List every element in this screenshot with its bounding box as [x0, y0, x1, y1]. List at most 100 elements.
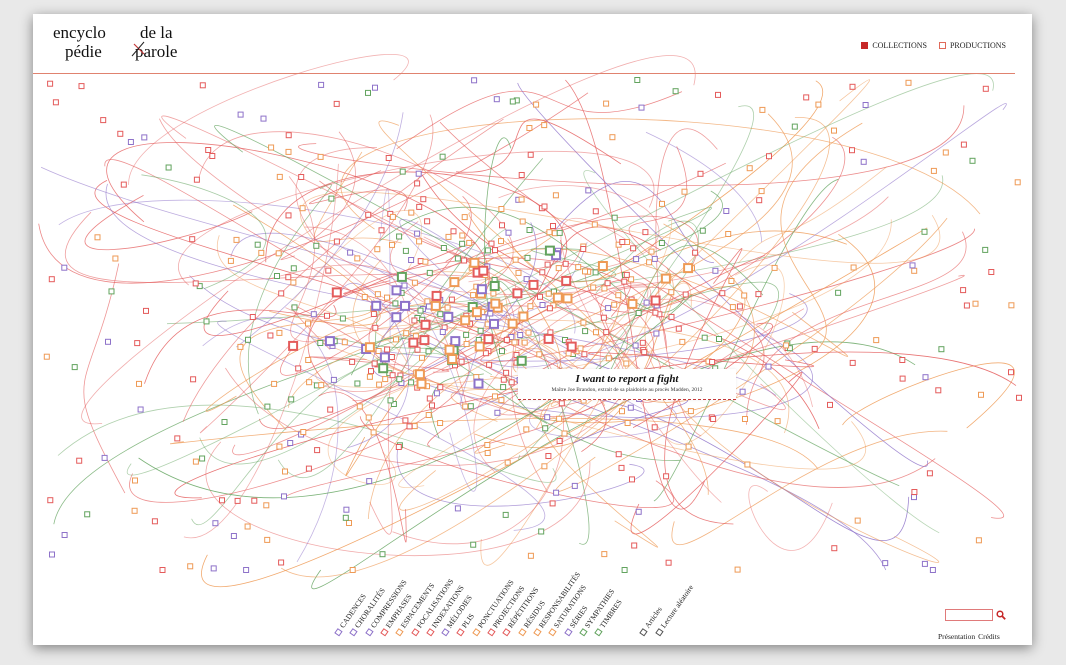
speech-node[interactable] [546, 305, 553, 312]
speech-node[interactable] [463, 341, 470, 347]
speech-node[interactable] [192, 458, 199, 465]
speech-node[interactable] [526, 125, 533, 131]
speech-node[interactable] [628, 276, 635, 283]
speech-node[interactable] [379, 551, 386, 558]
speech-node[interactable] [245, 336, 251, 343]
speech-node[interactable] [463, 331, 470, 338]
speech-node[interactable] [541, 463, 548, 470]
speech-node[interactable] [339, 315, 346, 322]
speech-node-highlighted[interactable] [660, 273, 671, 284]
speech-node[interactable] [742, 416, 748, 422]
speech-node[interactable] [972, 300, 979, 307]
speech-node[interactable] [699, 227, 706, 234]
speech-node[interactable] [556, 438, 563, 444]
speech-node[interactable] [632, 342, 639, 349]
speech-node-highlighted[interactable] [378, 363, 389, 374]
speech-node-highlighted[interactable] [490, 298, 501, 309]
speech-node[interactable] [393, 336, 399, 343]
speech-node[interactable] [505, 229, 512, 236]
speech-node[interactable] [237, 111, 244, 118]
speech-node[interactable] [629, 476, 635, 483]
speech-node[interactable] [527, 552, 534, 559]
speech-node[interactable] [978, 391, 984, 398]
speech-node[interactable] [264, 403, 271, 410]
speech-node[interactable] [746, 165, 753, 172]
speech-node[interactable] [466, 239, 473, 246]
speech-node[interactable] [192, 280, 199, 287]
speech-node[interactable] [575, 264, 582, 271]
speech-node[interactable] [922, 374, 929, 381]
speech-node[interactable] [399, 168, 406, 175]
speech-node[interactable] [526, 227, 533, 233]
speech-node[interactable] [325, 267, 332, 274]
speech-node[interactable] [590, 284, 597, 291]
speech-node[interactable] [580, 246, 587, 252]
speech-node[interactable] [663, 473, 670, 480]
speech-node[interactable] [450, 228, 457, 235]
search-icon[interactable] [996, 610, 1006, 620]
speech-node-highlighted[interactable] [419, 335, 430, 346]
speech-node[interactable] [975, 537, 982, 544]
speech-node-highlighted[interactable] [391, 312, 402, 323]
speech-node[interactable] [509, 98, 516, 105]
speech-node-highlighted[interactable] [478, 265, 489, 276]
speech-node[interactable] [623, 360, 630, 367]
speech-node-highlighted[interactable] [489, 318, 499, 329]
speech-node[interactable] [492, 393, 498, 400]
speech-node-highlighted[interactable] [408, 337, 419, 348]
speech-node[interactable] [774, 418, 781, 425]
speech-node[interactable] [672, 88, 679, 95]
speech-node[interactable] [330, 376, 337, 383]
speech-node[interactable] [327, 406, 334, 413]
speech-node[interactable] [930, 167, 937, 174]
speech-node[interactable] [849, 83, 856, 90]
speech-node[interactable] [210, 565, 217, 572]
speech-node[interactable] [635, 310, 642, 316]
speech-node[interactable] [378, 227, 385, 234]
speech-node[interactable] [254, 241, 261, 248]
speech-node[interactable] [508, 379, 515, 386]
speech-node-highlighted[interactable] [512, 288, 523, 299]
speech-node[interactable] [459, 240, 466, 247]
speech-node[interactable] [988, 269, 995, 275]
speech-node[interactable] [627, 404, 634, 411]
speech-node[interactable] [411, 279, 418, 286]
speech-node[interactable] [609, 134, 616, 141]
speech-node[interactable] [518, 172, 525, 178]
speech-node[interactable] [621, 278, 628, 285]
speech-node-highlighted[interactable] [371, 300, 382, 311]
speech-node-highlighted[interactable] [544, 245, 555, 256]
speech-node[interactable] [581, 351, 588, 358]
speech-node[interactable] [715, 91, 721, 98]
speech-node[interactable] [593, 329, 599, 336]
speech-node[interactable] [52, 99, 59, 106]
speech-node[interactable] [527, 151, 534, 158]
speech-node[interactable] [651, 424, 658, 431]
speech-node[interactable] [701, 334, 708, 341]
speech-node[interactable] [401, 282, 408, 289]
speech-node[interactable] [390, 401, 397, 407]
speech-node-highlighted[interactable] [528, 279, 539, 290]
speech-node[interactable] [78, 83, 85, 90]
speech-node-highlighted[interactable] [391, 285, 402, 296]
speech-node[interactable] [408, 209, 415, 216]
speech-node[interactable] [219, 497, 225, 504]
speech-node[interactable] [437, 384, 444, 391]
speech-node[interactable] [555, 265, 562, 272]
speech-node[interactable] [982, 246, 989, 253]
speech-node[interactable] [408, 257, 415, 263]
speech-node[interactable] [276, 443, 283, 450]
speech-node-highlighted[interactable] [364, 342, 375, 353]
speech-node-highlighted[interactable] [288, 340, 299, 351]
speech-node[interactable] [739, 388, 746, 395]
speech-node[interactable] [461, 257, 468, 264]
speech-node[interactable] [317, 153, 324, 160]
speech-node[interactable] [389, 213, 396, 220]
speech-node[interactable] [503, 336, 510, 343]
speech-node[interactable] [416, 203, 423, 210]
speech-node[interactable] [518, 196, 525, 203]
speech-node[interactable] [43, 353, 50, 360]
speech-node[interactable] [477, 327, 484, 334]
speech-node[interactable] [287, 440, 294, 446]
speech-node[interactable] [366, 373, 373, 380]
